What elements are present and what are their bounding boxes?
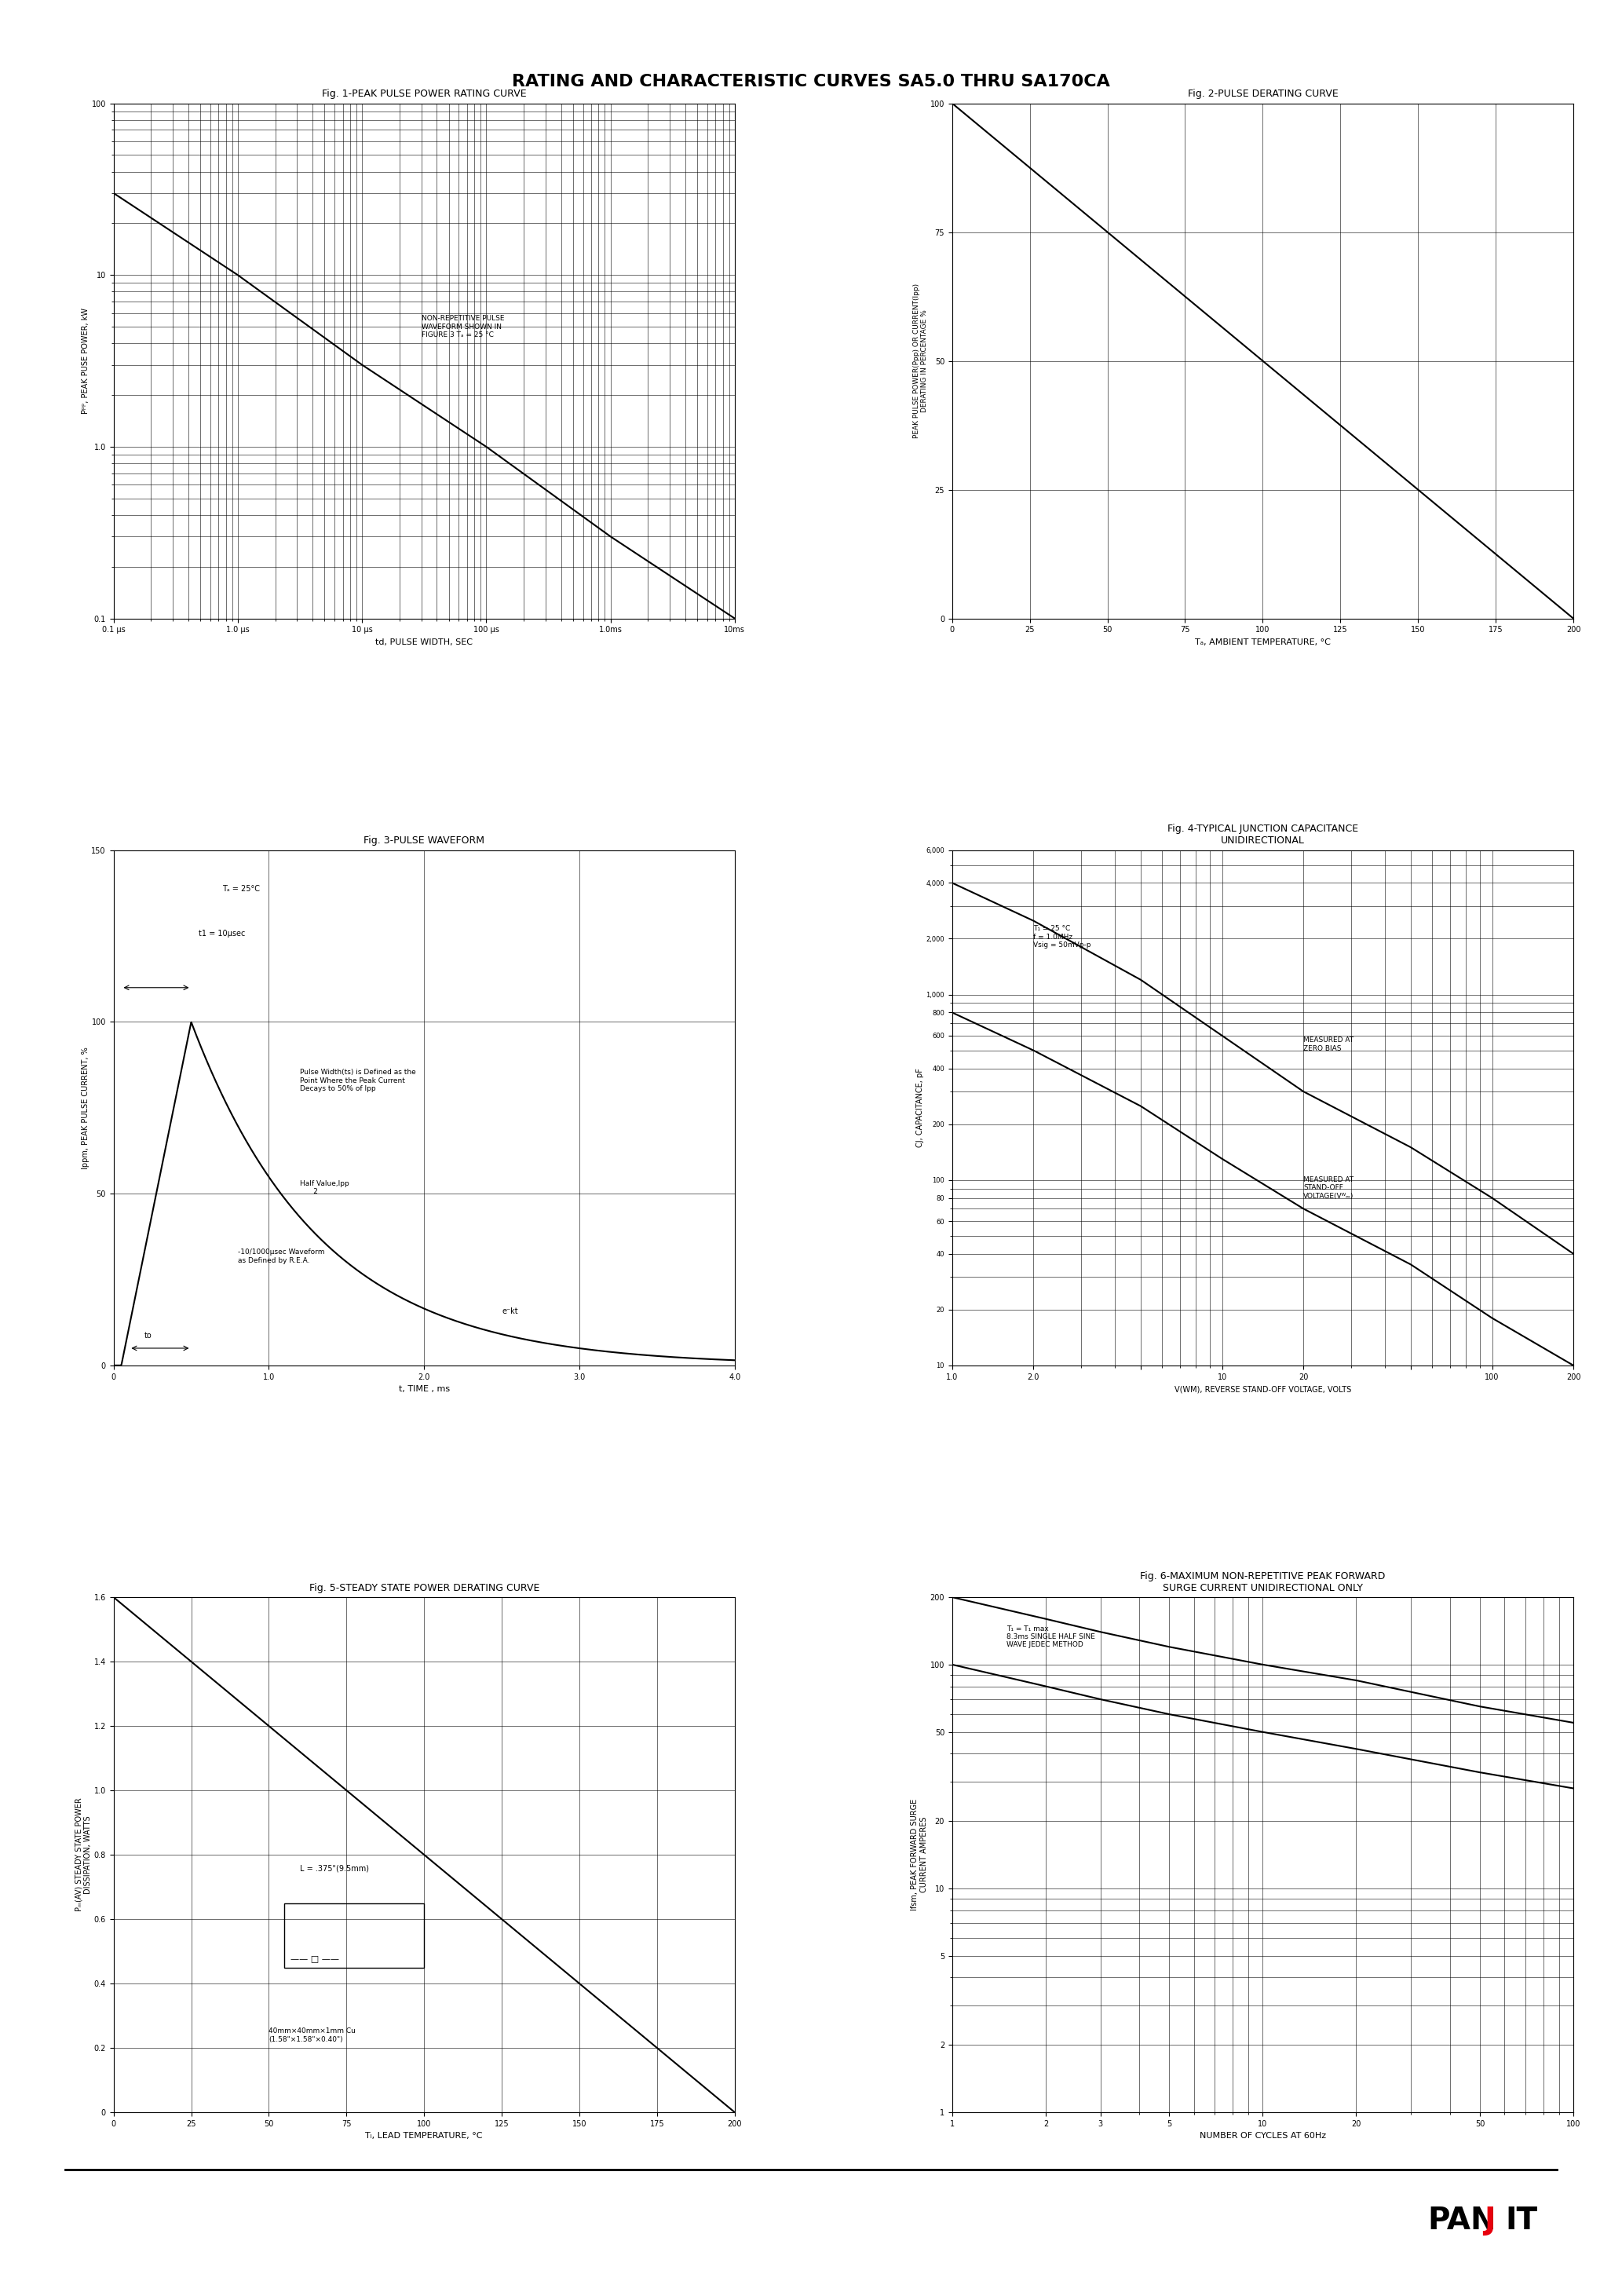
Text: NON-REPETITIVE PULSE
WAVEFORM SHOWN IN
FIGURE 3 Tₐ = 25 °C: NON-REPETITIVE PULSE WAVEFORM SHOWN IN F… — [422, 315, 504, 338]
Y-axis label: CJ, CAPACITANCE, pF: CJ, CAPACITANCE, pF — [916, 1068, 923, 1148]
Text: Half Value,Ipp
      2: Half Value,Ipp 2 — [300, 1180, 349, 1196]
Text: Pulse Width(ts) is Defined as the
Point Where the Peak Current
Decays to 50% of : Pulse Width(ts) is Defined as the Point … — [300, 1070, 415, 1093]
Text: to: to — [144, 1332, 152, 1339]
Title: Fig. 4-TYPICAL JUNCTION CAPACITANCE
UNIDIRECTIONAL: Fig. 4-TYPICAL JUNCTION CAPACITANCE UNID… — [1168, 824, 1358, 845]
Title: Fig. 3-PULSE WAVEFORM: Fig. 3-PULSE WAVEFORM — [363, 836, 485, 845]
X-axis label: V(WM), REVERSE STAND-OFF VOLTAGE, VOLTS: V(WM), REVERSE STAND-OFF VOLTAGE, VOLTS — [1174, 1384, 1351, 1394]
X-axis label: Tₗ, LEAD TEMPERATURE, °C: Tₗ, LEAD TEMPERATURE, °C — [365, 2133, 483, 2140]
Text: MEASURED AT
STAND-OFF
VOLTAGE(Vᵂₘ): MEASURED AT STAND-OFF VOLTAGE(Vᵂₘ) — [1304, 1176, 1354, 1199]
Text: e⁻kt: e⁻kt — [501, 1309, 517, 1316]
Bar — [284, 1903, 423, 1968]
Text: Tₐ = 25°C: Tₐ = 25°C — [222, 886, 260, 893]
Y-axis label: PEAK PULSE POWER(Ppp) OR CURRENT(Ipp)
DERATING IN PERCENTAGE %: PEAK PULSE POWER(Ppp) OR CURRENT(Ipp) DE… — [913, 282, 928, 439]
Text: T₁ = T₁ max
8.3ms SINGLE HALF SINE
WAVE JEDEC METHOD: T₁ = T₁ max 8.3ms SINGLE HALF SINE WAVE … — [1007, 1626, 1095, 1649]
Title: Fig. 5-STEADY STATE POWER DERATING CURVE: Fig. 5-STEADY STATE POWER DERATING CURVE — [308, 1582, 539, 1593]
Y-axis label: Ippm, PEAK PULSE CURRENT, %: Ippm, PEAK PULSE CURRENT, % — [81, 1047, 89, 1169]
Text: —— □ ——: —— □ —— — [290, 1954, 339, 1963]
Text: T₁ = 25 °C
f = 1.0MHz
Vsig = 50mVp-p: T₁ = 25 °C f = 1.0MHz Vsig = 50mVp-p — [1033, 925, 1092, 948]
Text: t1 = 10μsec: t1 = 10μsec — [200, 930, 245, 937]
Text: L = .375"(9.5mm): L = .375"(9.5mm) — [300, 1864, 368, 1874]
Text: J: J — [1484, 2206, 1495, 2234]
X-axis label: t, TIME , ms: t, TIME , ms — [399, 1384, 449, 1394]
Y-axis label: Pᵖᵖ, PEAK PUSE POWER, kW: Pᵖᵖ, PEAK PUSE POWER, kW — [81, 308, 89, 413]
Text: PAN: PAN — [1427, 2206, 1495, 2234]
Text: IT: IT — [1505, 2206, 1538, 2234]
Text: MEASURED AT
ZERO BIAS: MEASURED AT ZERO BIAS — [1304, 1038, 1354, 1052]
Y-axis label: Pₘ(AV) STEADY STATE POWER
DISSIPATION, WATTS: Pₘ(AV) STEADY STATE POWER DISSIPATION, W… — [75, 1798, 92, 1913]
Title: Fig. 6-MAXIMUM NON-REPETITIVE PEAK FORWARD
SURGE CURRENT UNIDIRECTIONAL ONLY: Fig. 6-MAXIMUM NON-REPETITIVE PEAK FORWA… — [1140, 1570, 1385, 1593]
Title: Fig. 2-PULSE DERATING CURVE: Fig. 2-PULSE DERATING CURVE — [1187, 90, 1338, 99]
Title: Fig. 1-PEAK PULSE POWER RATING CURVE: Fig. 1-PEAK PULSE POWER RATING CURVE — [321, 90, 527, 99]
Text: -10/1000μsec Waveform
as Defined by R.E.A.: -10/1000μsec Waveform as Defined by R.E.… — [238, 1249, 324, 1263]
Y-axis label: Ifsm, PEAK FORWARD SURGE
CURRENT AMPERES: Ifsm, PEAK FORWARD SURGE CURRENT AMPERES — [912, 1798, 928, 1910]
X-axis label: td, PULSE WIDTH, SEC: td, PULSE WIDTH, SEC — [375, 638, 472, 645]
Text: 40mm×40mm×1mm Cu
(1.58"×1.58"×0.40"): 40mm×40mm×1mm Cu (1.58"×1.58"×0.40") — [269, 2027, 355, 2043]
Text: RATING AND CHARACTERISTIC CURVES SA5.0 THRU SA170CA: RATING AND CHARACTERISTIC CURVES SA5.0 T… — [513, 73, 1109, 90]
X-axis label: Tₐ, AMBIENT TEMPERATURE, °C: Tₐ, AMBIENT TEMPERATURE, °C — [1195, 638, 1330, 645]
X-axis label: NUMBER OF CYCLES AT 60Hz: NUMBER OF CYCLES AT 60Hz — [1200, 2133, 1327, 2140]
